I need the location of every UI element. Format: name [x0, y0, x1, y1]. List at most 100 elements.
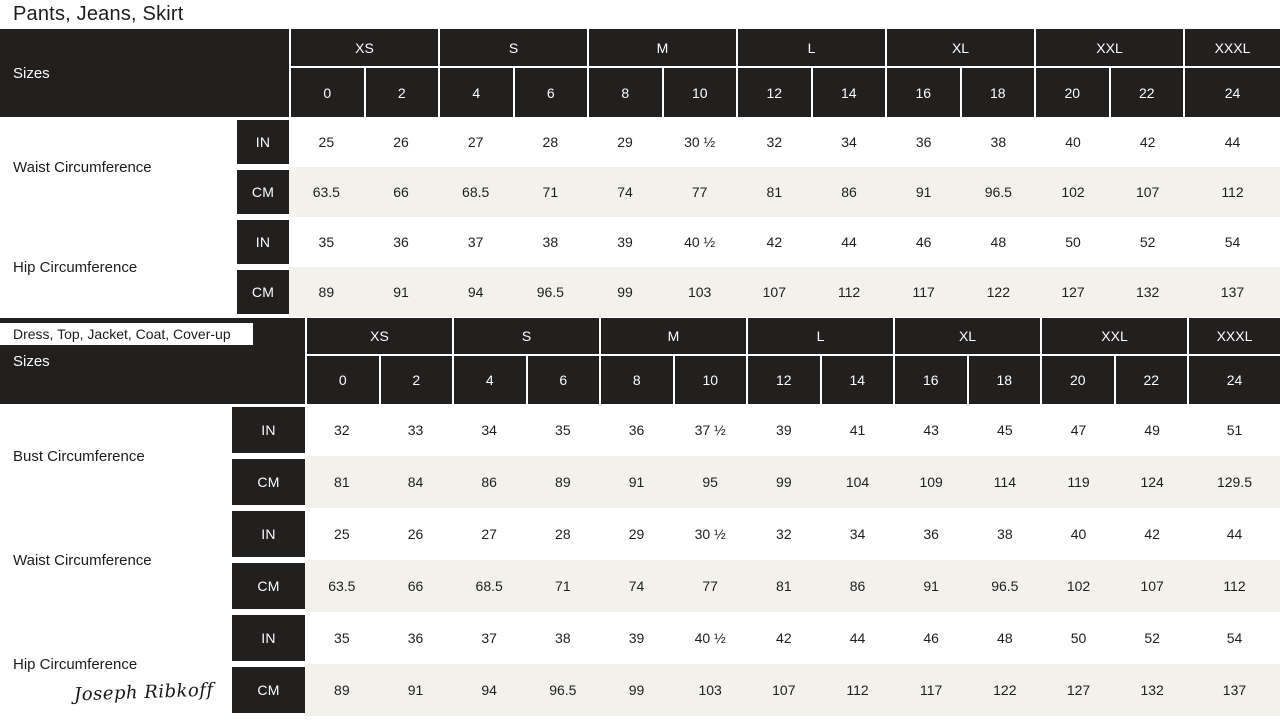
value-cell: 42 [746, 612, 821, 664]
value-cell: 37 [452, 612, 526, 664]
size-number-16: 16 [887, 68, 960, 117]
value-cell: 91 [378, 664, 453, 716]
value-cell: 29 [587, 117, 663, 167]
unit-cell: CM [232, 560, 305, 612]
value-cell: 91 [886, 167, 961, 217]
value-cell: 52 [1115, 612, 1189, 664]
value-cell: 27 [452, 508, 526, 560]
value-cell: 54 [1188, 612, 1280, 664]
unit-cell: CM [237, 167, 289, 217]
value-cell: 104 [820, 456, 895, 508]
size-number-18: 18 [968, 356, 1040, 404]
value-cell: 40 [1041, 508, 1116, 560]
size-letter-xs: XS [291, 29, 438, 66]
value-cell: 81 [736, 167, 812, 217]
value-cell: 77 [673, 560, 747, 612]
unit-box-cm: CM [232, 459, 305, 505]
value-cell: 91 [599, 456, 674, 508]
value-cell: 102 [1035, 167, 1111, 217]
value-cell: 36 [599, 404, 674, 456]
unit-box-cm: CM [232, 563, 305, 609]
value-cell: 50 [1035, 217, 1111, 267]
value-cell: 84 [378, 456, 453, 508]
value-cell: 48 [960, 217, 1036, 267]
size-number-12: 12 [738, 68, 811, 117]
value-cell: 44 [811, 217, 887, 267]
value-cell: 42 [736, 217, 812, 267]
value-cell: 137 [1188, 664, 1280, 716]
size-number-8: 8 [601, 356, 673, 404]
value-cell: 91 [363, 267, 439, 317]
value-cell: 86 [811, 167, 887, 217]
value-cell: 43 [894, 404, 968, 456]
size-number-4: 4 [440, 68, 513, 117]
value-cell: 50 [1041, 612, 1116, 664]
size-table-pants-jeans-skirt: Sizes XS S M L XL XXL XXXL 0 2 4 6 8 10 12 14 16 18 20 22 24… [0, 29, 1280, 317]
size-number-10: 10 [674, 356, 746, 404]
value-cell: 109 [894, 456, 968, 508]
unit-cell: IN [232, 612, 305, 664]
size-letter-l: L [738, 29, 885, 66]
value-cell: 132 [1115, 664, 1189, 716]
size-letter-s: S [454, 318, 599, 354]
value-cell: 103 [662, 267, 737, 317]
value-cell: 96.5 [525, 664, 600, 716]
value-cell: 37 [438, 217, 513, 267]
size-letter-xxl: XXL [1042, 318, 1187, 354]
value-cell: 94 [438, 267, 513, 317]
value-cell: 66 [363, 167, 439, 217]
value-cell: 44 [1184, 117, 1280, 167]
size-number-0: 0 [307, 356, 379, 404]
size-table-dress-top-jacket-coat-coverup: Dress, Top, Jacket, Coat, Cover-up Sizes… [0, 318, 1280, 716]
value-cell: 28 [512, 117, 588, 167]
value-cell: 99 [587, 267, 663, 317]
unit-box-in: IN [232, 511, 305, 557]
size-number-2: 2 [380, 356, 452, 404]
value-cell: 46 [894, 612, 968, 664]
size-letter-l: L [748, 318, 893, 354]
size-letter-m: M [601, 318, 746, 354]
size-number-18: 18 [961, 68, 1034, 117]
value-cell: 45 [967, 404, 1042, 456]
value-cell: 63.5 [289, 167, 364, 217]
table-title-dress-top-jacket-coat-coverup: Dress, Top, Jacket, Coat, Cover-up [0, 323, 253, 345]
value-cell: 89 [525, 456, 600, 508]
value-cell: 38 [512, 217, 588, 267]
value-cell: 44 [820, 612, 895, 664]
value-cell: 37 ½ [673, 404, 747, 456]
size-number-14: 14 [812, 68, 885, 117]
value-cell: 26 [378, 508, 453, 560]
value-cell: 35 [305, 612, 379, 664]
value-cell: 68.5 [452, 560, 526, 612]
value-cell: 89 [305, 664, 379, 716]
unit-box-cm: CM [232, 667, 305, 713]
size-number-24: 24 [1189, 356, 1280, 404]
value-cell: 107 [1110, 167, 1185, 217]
size-number-6: 6 [527, 356, 599, 404]
value-cell: 127 [1041, 664, 1116, 716]
size-table-header: Sizes XS S M L XL XXL XXXL 0 2 4 6 8 10 12 14 16 18 20 22 24 [0, 29, 1280, 117]
measurement-label: Hip Circumference [0, 612, 232, 716]
value-cell: 112 [1184, 167, 1280, 217]
value-cell: 36 [894, 508, 968, 560]
value-cell: 42 [1115, 508, 1189, 560]
value-cell: 137 [1184, 267, 1280, 317]
value-cell: 40 ½ [662, 217, 737, 267]
size-number-2: 2 [365, 68, 438, 117]
value-cell: 124 [1115, 456, 1189, 508]
unit-cell: IN [237, 217, 289, 267]
value-cell: 99 [599, 664, 674, 716]
size-letter-xxxl: XXXL [1185, 29, 1280, 66]
sizes-header-cell: Sizes [0, 29, 289, 117]
size-number-6: 6 [514, 68, 587, 117]
unit-cell: IN [232, 508, 305, 560]
value-cell: 51 [1188, 404, 1280, 456]
value-cell: 94 [452, 664, 526, 716]
value-cell: 71 [512, 167, 588, 217]
measurement-label: Waist Circumference [0, 117, 237, 217]
value-cell: 36 [886, 117, 961, 167]
value-cell: 81 [746, 560, 821, 612]
unit-cell: CM [237, 267, 289, 317]
size-number-20: 20 [1042, 356, 1114, 404]
